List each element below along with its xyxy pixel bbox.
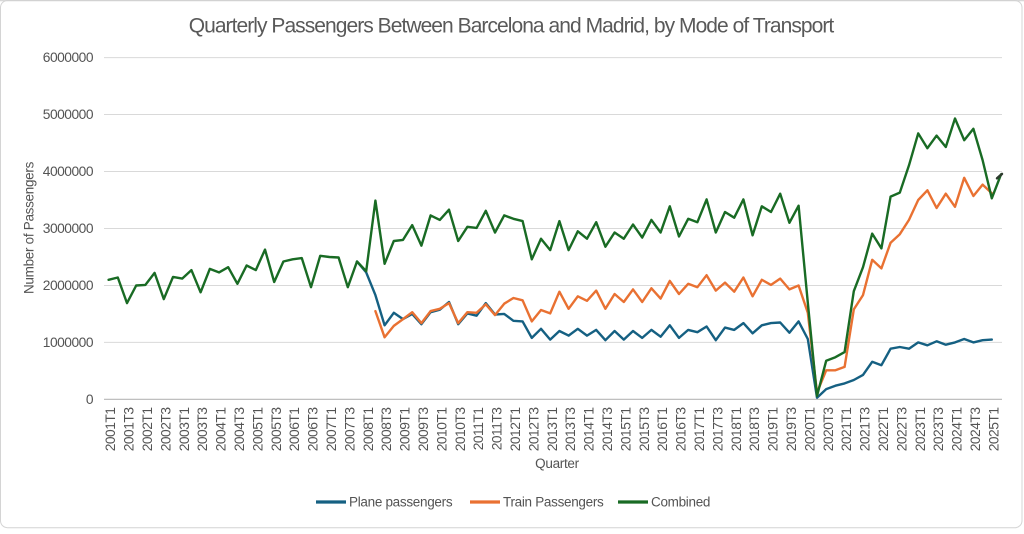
svg-text:2025T1: 2025T1 bbox=[986, 408, 1001, 452]
svg-text:2023T3: 2023T3 bbox=[931, 407, 946, 452]
svg-text:2015T3: 2015T3 bbox=[637, 407, 652, 452]
svg-text:6000000: 6000000 bbox=[43, 50, 94, 65]
svg-text:2002T3: 2002T3 bbox=[158, 407, 173, 452]
svg-text:Quarter: Quarter bbox=[535, 456, 579, 471]
svg-text:0: 0 bbox=[86, 392, 94, 407]
svg-text:2010T1: 2010T1 bbox=[434, 408, 449, 452]
svg-text:2024T3: 2024T3 bbox=[968, 407, 983, 452]
svg-text:2006T1: 2006T1 bbox=[287, 408, 302, 452]
svg-text:2022T3: 2022T3 bbox=[894, 407, 909, 452]
svg-text:2002T1: 2002T1 bbox=[140, 408, 155, 452]
svg-text:2003T3: 2003T3 bbox=[195, 407, 210, 452]
svg-text:2006T3: 2006T3 bbox=[306, 407, 321, 452]
svg-text:2010T3: 2010T3 bbox=[453, 407, 468, 452]
svg-text:2018T1: 2018T1 bbox=[729, 408, 744, 452]
svg-text:2001T1: 2001T1 bbox=[103, 408, 118, 452]
svg-text:4000000: 4000000 bbox=[43, 164, 94, 179]
svg-text:2001T3: 2001T3 bbox=[122, 407, 137, 452]
svg-text:2004T1: 2004T1 bbox=[214, 408, 229, 452]
svg-text:2014T1: 2014T1 bbox=[582, 408, 597, 452]
svg-text:2005T1: 2005T1 bbox=[250, 408, 265, 452]
svg-text:2024T1: 2024T1 bbox=[950, 408, 965, 452]
svg-text:2020T1: 2020T1 bbox=[802, 408, 817, 452]
svg-text:2007T1: 2007T1 bbox=[324, 408, 339, 452]
svg-text:2004T3: 2004T3 bbox=[232, 407, 247, 452]
svg-text:2019T1: 2019T1 bbox=[766, 408, 781, 452]
svg-text:2013T1: 2013T1 bbox=[545, 408, 560, 452]
svg-text:2020T3: 2020T3 bbox=[821, 407, 836, 452]
svg-text:2012T3: 2012T3 bbox=[526, 407, 541, 452]
svg-text:2007T3: 2007T3 bbox=[342, 407, 357, 452]
svg-text:2023T1: 2023T1 bbox=[913, 408, 928, 452]
svg-text:2021T3: 2021T3 bbox=[858, 407, 873, 452]
svg-text:2019T3: 2019T3 bbox=[784, 407, 799, 452]
svg-text:5000000: 5000000 bbox=[43, 107, 94, 122]
svg-text:2017T1: 2017T1 bbox=[692, 408, 707, 452]
svg-text:2012T1: 2012T1 bbox=[508, 408, 523, 452]
svg-text:Number of Passengers: Number of Passengers bbox=[22, 161, 37, 294]
svg-text:2005T3: 2005T3 bbox=[269, 407, 284, 452]
svg-text:2009T3: 2009T3 bbox=[416, 407, 431, 452]
svg-text:2013T3: 2013T3 bbox=[563, 407, 578, 452]
svg-text:2011T3: 2011T3 bbox=[490, 407, 505, 451]
svg-text:2014T3: 2014T3 bbox=[600, 407, 615, 452]
svg-text:Train Passengers: Train Passengers bbox=[503, 495, 604, 510]
svg-text:2021T1: 2021T1 bbox=[839, 408, 854, 452]
svg-text:2018T3: 2018T3 bbox=[747, 407, 762, 452]
svg-text:2008T3: 2008T3 bbox=[379, 407, 394, 452]
svg-text:2009T1: 2009T1 bbox=[398, 408, 413, 452]
svg-text:2016T3: 2016T3 bbox=[674, 407, 689, 452]
svg-text:2003T1: 2003T1 bbox=[177, 408, 192, 452]
svg-text:2008T1: 2008T1 bbox=[361, 408, 376, 452]
svg-text:2022T1: 2022T1 bbox=[876, 408, 891, 452]
svg-text:1000000: 1000000 bbox=[43, 335, 94, 350]
svg-text:2000000: 2000000 bbox=[43, 278, 94, 293]
svg-text:2017T3: 2017T3 bbox=[710, 407, 725, 452]
svg-text:Combined: Combined bbox=[651, 495, 710, 510]
svg-text:2016T1: 2016T1 bbox=[655, 408, 670, 452]
svg-text:2015T1: 2015T1 bbox=[618, 408, 633, 452]
svg-text:2011T1: 2011T1 bbox=[471, 408, 486, 451]
svg-text:Quarterly Passengers Between B: Quarterly Passengers Between Barcelona a… bbox=[189, 15, 835, 38]
svg-text:Plane passengers: Plane passengers bbox=[349, 495, 453, 510]
svg-text:3000000: 3000000 bbox=[43, 221, 94, 236]
